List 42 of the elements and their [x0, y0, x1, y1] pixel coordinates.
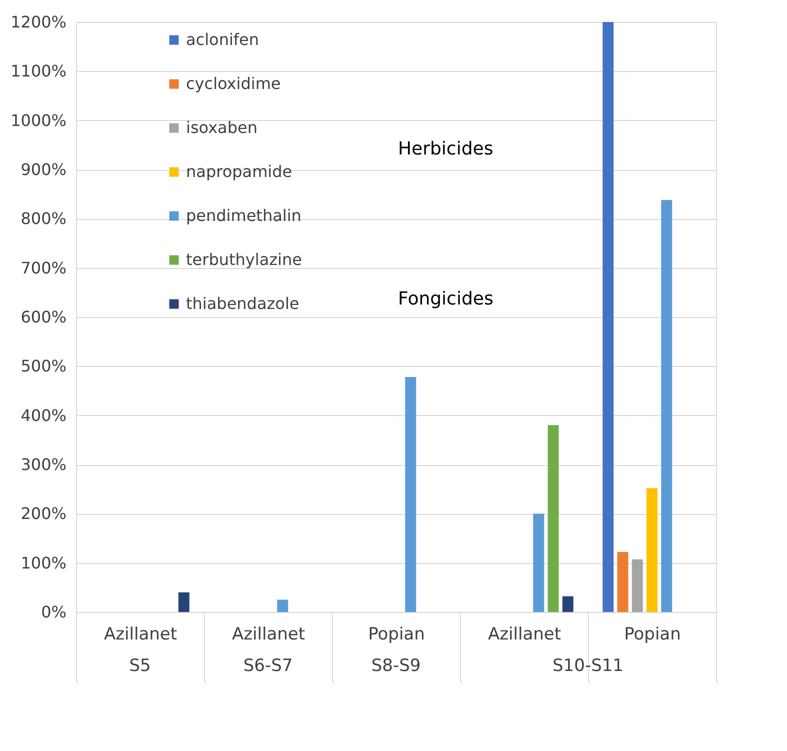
y-tick-label: 900% [20, 160, 66, 179]
y-tick-label: 100% [20, 553, 66, 572]
y-tick-label: 1200% [10, 12, 66, 32]
y-tick-label: 400% [20, 406, 66, 425]
bar [178, 592, 190, 612]
bar [533, 514, 544, 612]
text: S5 [129, 656, 151, 676]
bar [646, 488, 658, 612]
y-tick-label: 1000% [10, 110, 66, 130]
legend-label: aclonifen [186, 30, 260, 49]
x-tick-label: Azillanet [104, 624, 178, 644]
bar [548, 425, 559, 612]
text: S10-S11 [552, 656, 624, 676]
legend-label: terbuthylazine [186, 250, 302, 269]
y-tick-label: 0% [41, 602, 66, 622]
text: S6-S7 [243, 656, 293, 676]
x-tick-label: Azillanet [232, 624, 306, 644]
bar [562, 596, 574, 612]
legend-label: thiabendazole [186, 294, 300, 313]
bar [617, 552, 628, 612]
bar [277, 600, 288, 612]
bar [661, 200, 672, 612]
y-tick-label: 700% [20, 258, 66, 278]
bar [602, 22, 614, 612]
annotation: Herbicides [398, 138, 494, 160]
x-tick-label: Azillanet [488, 624, 562, 644]
legend-label: isoxaben [186, 118, 258, 137]
legend-label: napropamide [186, 162, 292, 181]
legend-label: pendimethalin [186, 206, 302, 225]
y-tick-label: 300% [20, 455, 66, 474]
y-tick-label: 600% [20, 308, 66, 326]
y-tick-label: 1100% [10, 62, 66, 81]
annotation: Fongicides [398, 288, 494, 310]
x-tick-label: Popian [624, 624, 681, 644]
bar [405, 376, 416, 612]
bar [632, 559, 643, 612]
y-tick-label: 200% [20, 504, 66, 524]
y-tick-label: 500% [20, 356, 66, 376]
x-tick-label: Popian [368, 624, 425, 644]
text: S8-S9 [371, 656, 421, 676]
legend-label: cycloxidime [186, 74, 281, 93]
y-tick-label: 800% [20, 209, 66, 228]
